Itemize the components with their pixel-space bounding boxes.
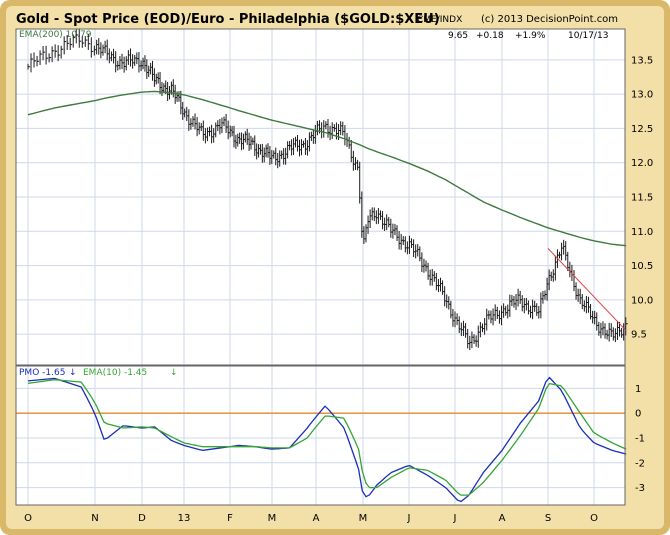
month-tick-label: S [545,513,551,524]
pmo-ytick-label: -1 [635,433,645,444]
chart-title: Gold - Spot Price (EOD)/Euro - Philadelp… [16,12,440,27]
price-ytick-label: 10.0 [631,295,653,306]
trendline [547,248,627,332]
price-ytick-label: 13.0 [631,90,653,101]
month-tick-label: 13 [178,513,191,524]
month-tick-label: J [407,513,411,524]
ema200-legend: EMA(200) 10.79 [19,30,92,40]
pmo-signal-legend: EMA(10) -1.45 [83,368,147,378]
pmo-legend: PMO -1.65 [19,368,65,378]
price-plot-border [15,28,626,366]
chart-source: CME/INDX [417,15,462,25]
month-tick-label: O [590,513,598,524]
month-tick-label: F [227,513,233,524]
price-ytick-label: 10.5 [631,261,653,272]
month-tick-label: A [313,513,320,524]
pmo-ytick-label: 0 [635,409,641,420]
ema200-line [27,90,627,247]
x-axis-months: O N D 13 F M A M J J A S O [24,513,598,524]
price-ytick-label: 12.0 [631,158,653,169]
month-tick-label: M [359,513,368,524]
chart-copyright: (c) 2013 DecisionPoint.com [481,14,618,25]
month-tick-label: D [138,513,146,524]
change-percent: +1.9% [515,31,546,41]
pmo-plot-border [15,365,626,506]
price-grid [16,29,625,365]
pmo-ytick-label: -2 [635,458,645,469]
pmo-ytick-label: -3 [635,483,645,494]
month-tick-label: N [91,513,98,524]
month-tick-label: J [453,513,457,524]
readout-date: 10/17/13 [568,31,608,41]
pmo-y-axis: -3 -2 -1 0 1 [635,384,645,494]
pmo-grid [16,366,625,505]
pmo-arrow-icon: ↓ [69,368,77,378]
price-y-axis: 9.5 10.0 10.5 11.0 11.5 12.0 12.5 13.0 13.5 [631,55,653,340]
change-value: +0.18 [476,31,504,41]
price-ytick-label: 11.5 [631,193,653,204]
month-tick-label: M [268,513,277,524]
month-tick-label: A [499,513,506,524]
pmo-signal-line [27,379,627,496]
pmo-signal-arrow-icon: ↓ [170,368,178,378]
last-value: 9.65 [448,31,468,41]
pmo-ytick-label: 1 [635,384,641,395]
price-ytick-label: 9.5 [631,330,647,341]
price-ytick-label: 13.5 [631,55,653,66]
price-bars [27,28,628,351]
month-tick-label: O [24,513,32,524]
price-ytick-label: 11.0 [631,227,653,238]
pmo-plot-area [16,366,625,505]
price-ytick-label: 12.5 [631,124,653,135]
